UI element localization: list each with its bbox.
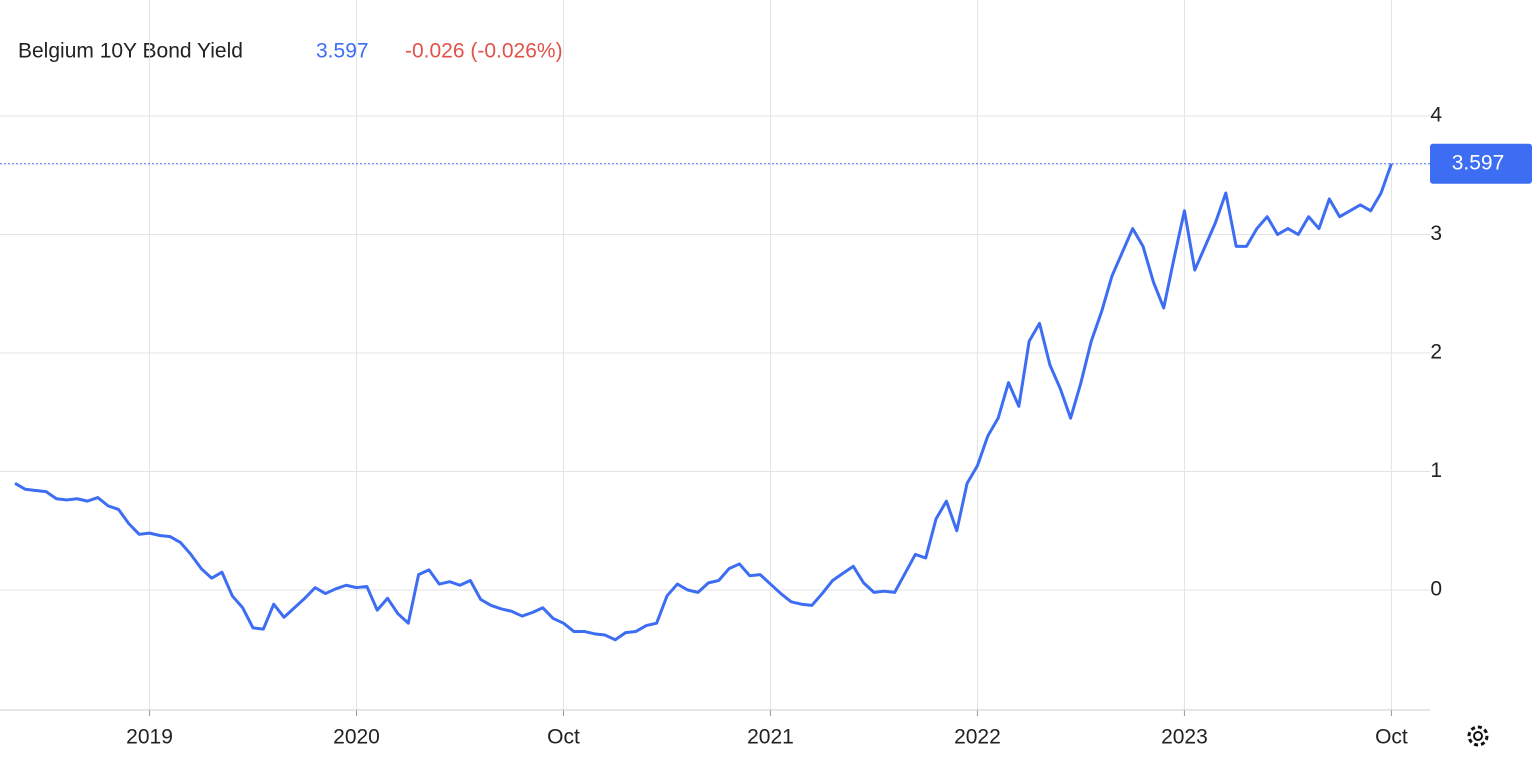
line-series	[14, 163, 1393, 642]
last-value-badge	[1430, 143, 1532, 184]
grid	[0, 0, 1430, 710]
x-tick-label: 2022	[954, 726, 1001, 749]
settings-icon[interactable]	[1467, 725, 1489, 747]
y-tick-label: 3	[1430, 222, 1442, 245]
y-tick-label: 4	[1430, 104, 1442, 127]
chart-title: Belgium 10Y Bond Yield	[18, 40, 243, 63]
x-tick-label: 2019	[126, 726, 173, 749]
y-tick-label: 0	[1430, 578, 1442, 601]
x-tick-label: 2020	[333, 726, 380, 749]
x-tick-label: 2023	[1161, 726, 1208, 749]
x-tick-label: Oct	[547, 726, 580, 749]
change: -0.026 (-0.026%)	[405, 40, 563, 63]
last-value: 3.597	[316, 40, 369, 63]
y-tick-label: 1	[1430, 459, 1442, 482]
last-value-label: 3.597	[1452, 151, 1505, 174]
x-tick-label: 2021	[747, 726, 794, 749]
x-tick-label: Oct	[1375, 726, 1408, 749]
y-tick-label: 2	[1430, 341, 1442, 364]
